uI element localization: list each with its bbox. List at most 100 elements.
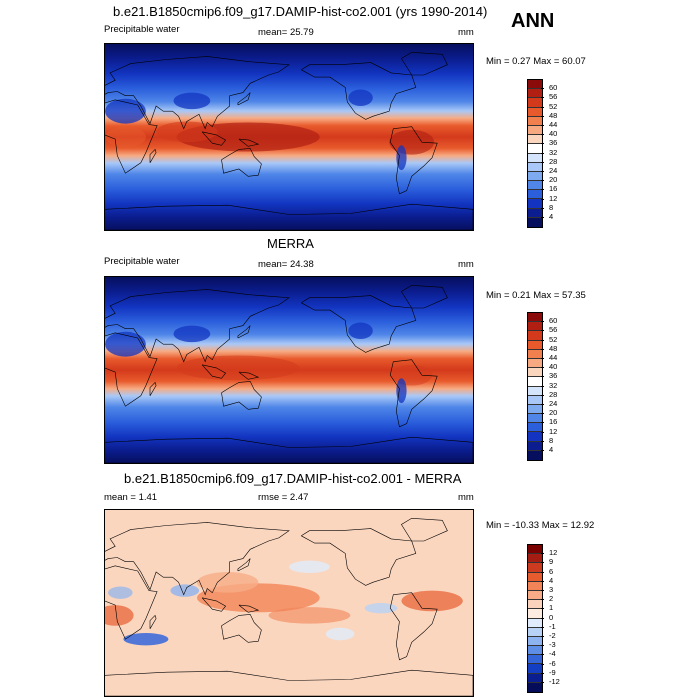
colorbar-tick-label: 20 — [549, 408, 558, 418]
colorbar-tick — [541, 180, 544, 182]
colorbar-tick — [541, 358, 544, 359]
panel3-mean-label: mean = 1.41 — [104, 492, 158, 503]
colorbar-tick-label: 20 — [549, 175, 558, 185]
colorbar-tick — [541, 348, 544, 350]
colorbar-tick-label: 32 — [549, 380, 558, 390]
colorbar-tick — [541, 617, 544, 619]
colorbar-tick-label: 16 — [549, 184, 558, 194]
colorbar-tick-label: 4 — [549, 212, 554, 221]
panel2-mean-label: mean= 24.38 — [258, 259, 314, 270]
panel1-title: b.e21.B1850cmip6.f09_g17.DAMIP-hist-co2.… — [113, 4, 488, 19]
colorbar-tick — [541, 88, 544, 90]
colorbar-tick — [541, 672, 544, 674]
colorbar-tick-label: 60 — [549, 316, 558, 326]
colorbar-swatch — [528, 590, 542, 601]
colorbar-swatch — [528, 313, 542, 323]
colorbar-tick-label: 48 — [549, 343, 558, 353]
panel1-variable-label: Precipitable water — [104, 24, 180, 35]
colorbar-swatch — [528, 162, 542, 172]
colorbar-tick-label: -12 — [549, 677, 560, 686]
panel2-title: MERRA — [267, 236, 314, 251]
colorbar-tick — [541, 590, 544, 591]
colorbar-tick-label: 0 — [549, 612, 554, 622]
colorbar-tick — [541, 207, 544, 209]
colorbar-tick — [541, 171, 544, 172]
colorbar-tick-label: 4 — [549, 575, 554, 585]
colorbar-tick-label: 44 — [549, 353, 558, 362]
colorbar-tick — [541, 608, 544, 610]
colorbar-tick-label: 40 — [549, 129, 558, 139]
colorbar-swatches — [527, 544, 543, 693]
colorbar-tick — [541, 580, 544, 582]
colorbar-tick-label: 56 — [549, 325, 558, 335]
panel1-map-svg — [105, 44, 473, 230]
colorbar-tick-label: 24 — [549, 399, 558, 408]
panel1-map — [104, 43, 474, 231]
colorbar-tick-label: 12 — [549, 193, 558, 203]
panel3-units-label: mm — [458, 492, 474, 503]
colorbar-swatch — [528, 349, 542, 359]
colorbar-tick — [541, 431, 544, 433]
colorbar-tick — [541, 152, 544, 154]
colorbar-tick — [541, 97, 544, 99]
colorbar-tick-label: 24 — [549, 166, 558, 175]
colorbar-tick — [541, 562, 544, 564]
colorbar-swatch — [528, 208, 542, 218]
colorbar-tick — [541, 339, 544, 341]
colorbar-tick — [541, 404, 544, 405]
colorbar-swatch — [528, 153, 542, 163]
colorbar-tick-label: 48 — [549, 110, 558, 120]
colorbar-tick — [541, 440, 544, 442]
panel2-variable-label: Precipitable water — [104, 256, 180, 267]
colorbar-swatch — [528, 618, 542, 628]
colorbar-swatch — [528, 554, 542, 564]
colorbar-swatch — [528, 116, 542, 126]
colorbar-tick-label: 1 — [549, 603, 554, 613]
colorbar-swatch — [528, 368, 542, 378]
coastlines — [105, 517, 473, 696]
colorbar-swatch — [528, 655, 542, 665]
colorbar-tick — [541, 553, 544, 555]
colorbar-swatch — [528, 171, 542, 182]
colorbar-swatch — [528, 673, 542, 683]
colorbar-tick-label: 44 — [549, 120, 558, 129]
colorbar-swatch — [528, 609, 542, 619]
colorbar-swatch — [528, 627, 542, 637]
panel3-map-svg — [105, 510, 473, 696]
colorbar-tick — [541, 217, 544, 218]
colorbar-swatch — [528, 441, 542, 451]
colorbar-tick-label: 36 — [549, 371, 558, 381]
colorbar-tick-label: 2 — [549, 594, 554, 604]
colorbar-swatch — [528, 181, 542, 191]
colorbar-tick-label: 3 — [549, 585, 554, 594]
panel1-minmax: Min = 0.27 Max = 60.07 — [486, 56, 586, 67]
colorbar-swatch — [528, 682, 542, 692]
panel3-map — [104, 509, 474, 697]
colorbar-swatch — [528, 98, 542, 108]
colorbar-tick-label: 28 — [549, 389, 558, 399]
colorbar-swatch — [528, 217, 542, 227]
colorbar-swatch — [528, 600, 542, 610]
colorbar-tick — [541, 450, 544, 451]
panel1-mean-label: mean= 25.79 — [258, 27, 314, 38]
colorbar-tick-label: 40 — [549, 362, 558, 372]
colorbar-tick — [541, 143, 544, 145]
colorbar-swatch — [528, 636, 542, 647]
colorbar-tick — [541, 125, 544, 126]
colorbar-tick-label: 16 — [549, 417, 558, 427]
colorbar-tick-label: -6 — [549, 658, 556, 668]
colorbar-tick — [541, 394, 544, 396]
colorbar-tick-label: 6 — [549, 566, 554, 576]
panel2-map — [104, 276, 474, 464]
colorbar-tick — [541, 645, 544, 647]
colorbar-swatch — [528, 190, 542, 200]
colorbar-tick — [541, 189, 544, 191]
colorbar-tick — [541, 198, 544, 200]
colorbar-tick-label: 52 — [549, 334, 558, 344]
colorbar-tick — [541, 599, 544, 601]
colorbar-tick — [541, 376, 544, 378]
colorbar-swatch — [528, 646, 542, 656]
colorbar-swatch — [528, 545, 542, 555]
colorbar-swatch — [528, 340, 542, 350]
season-label: ANN — [511, 10, 555, 32]
